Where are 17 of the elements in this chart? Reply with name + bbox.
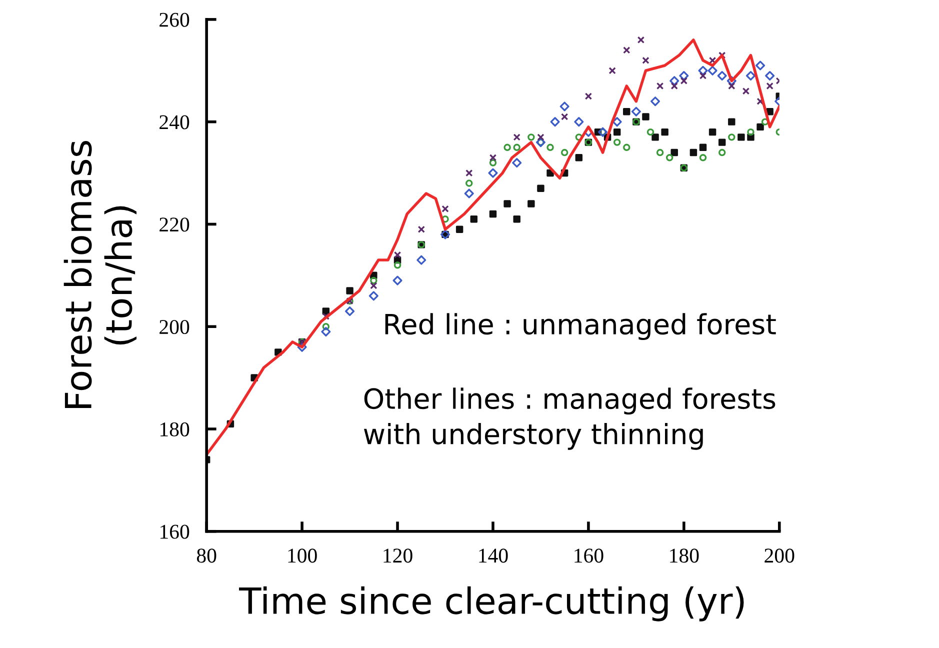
y-axis-title: Forest biomass (ton/ha) — [64, 141, 136, 408]
y-tick-label: 240 — [160, 115, 190, 130]
y-tick-label: 180 — [160, 422, 190, 436]
x-tick-label: 140 — [479, 548, 508, 563]
y-tick-label: 160 — [160, 524, 190, 539]
x-tick-label: 200 — [764, 548, 794, 563]
annotation: Red line : unmanaged forest — [385, 313, 776, 340]
x-tick-label: 100 — [288, 548, 317, 563]
y-tick-label: 220 — [160, 218, 190, 232]
x-axis-title: Time since clear-cutting (yr) — [239, 586, 744, 622]
x-tick-label: 80 — [196, 548, 216, 563]
x-tick-label: 160 — [574, 548, 604, 563]
x-tick-label: 120 — [384, 548, 412, 563]
x-tick-label: 180 — [670, 548, 699, 563]
y-tick-label: 200 — [160, 320, 190, 334]
annotation: Other lines : managed forests with understory thinning — [364, 388, 776, 450]
y-tick-label: 260 — [160, 12, 190, 27]
